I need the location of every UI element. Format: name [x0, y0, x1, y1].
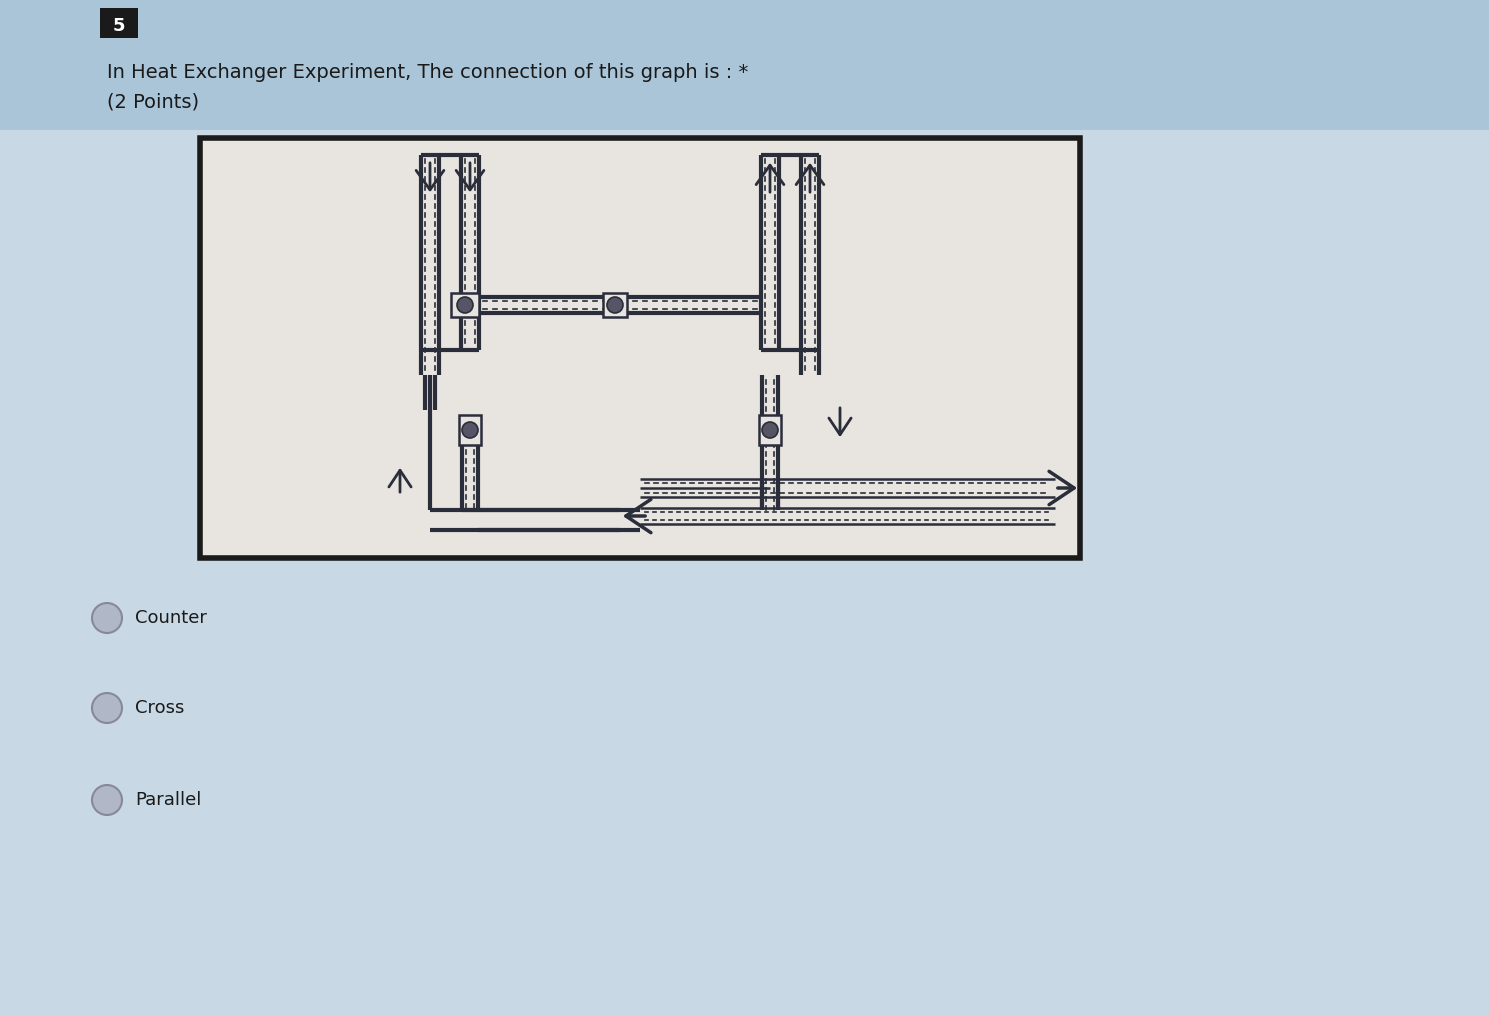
Bar	[759, 415, 782, 445]
Text: In Heat Exchanger Experiment, The connection of this graph is : *: In Heat Exchanger Experiment, The connec…	[107, 63, 749, 81]
Text: Cross: Cross	[135, 699, 185, 717]
Text: (2 Points): (2 Points)	[107, 92, 200, 112]
Text: 5: 5	[113, 17, 125, 35]
Circle shape	[762, 422, 777, 438]
Circle shape	[608, 297, 622, 313]
Circle shape	[92, 693, 122, 723]
Text: Parallel: Parallel	[135, 791, 201, 809]
Bar	[603, 293, 627, 317]
Bar	[459, 415, 481, 445]
Bar	[100, 8, 138, 38]
Circle shape	[92, 785, 122, 815]
Bar	[451, 293, 479, 317]
Bar	[0, 0, 1489, 130]
Circle shape	[457, 297, 474, 313]
Bar	[200, 138, 1080, 558]
Text: Counter: Counter	[135, 609, 207, 627]
Circle shape	[462, 422, 478, 438]
Circle shape	[92, 604, 122, 633]
